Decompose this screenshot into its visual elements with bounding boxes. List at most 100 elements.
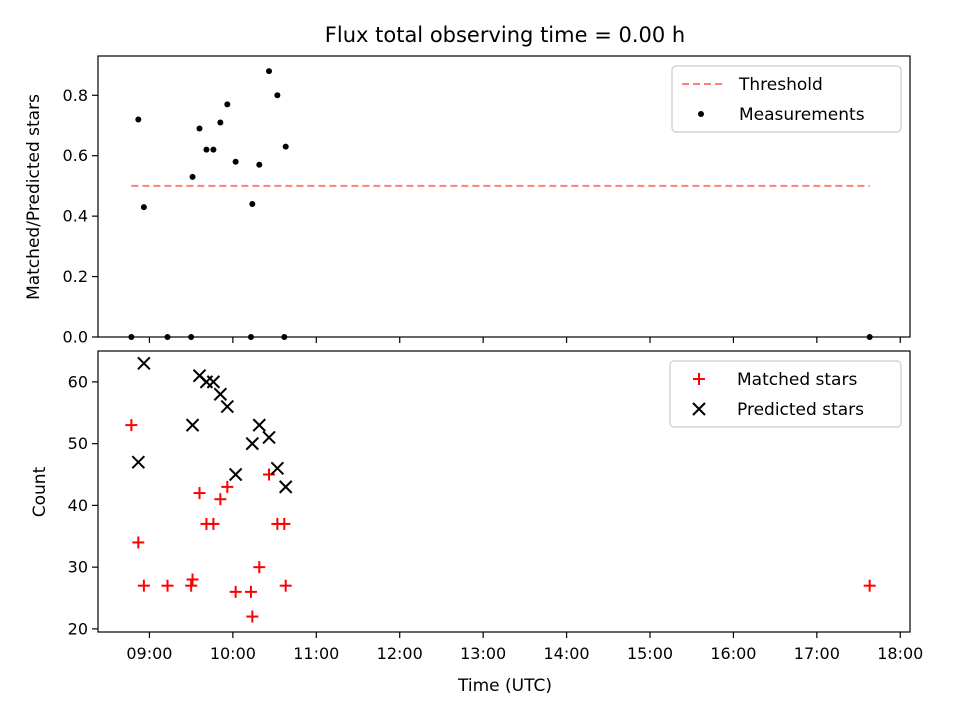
measurements-layer bbox=[128, 68, 873, 340]
top-y-tick-label: 0.0 bbox=[63, 328, 88, 347]
matched-star-point bbox=[132, 536, 145, 549]
measurement-point bbox=[210, 146, 217, 153]
x-axis-label: Time (UTC) bbox=[457, 676, 552, 696]
matched-star-point bbox=[244, 585, 257, 598]
legend-predicted-marker bbox=[692, 402, 706, 416]
measurement-point bbox=[266, 68, 273, 75]
predicted-star-point bbox=[131, 455, 146, 469]
measurement-point bbox=[128, 334, 135, 340]
bottom-y-tick-label: 50 bbox=[68, 434, 88, 453]
legend-measurements-swatch bbox=[698, 111, 704, 117]
predicted-star-point bbox=[245, 436, 260, 451]
x-marker-b bbox=[131, 455, 146, 469]
bottom-legend-box bbox=[669, 360, 902, 428]
chart-title: Flux total observing time = 0.00 h bbox=[325, 23, 685, 47]
legend-predicted-label: Predicted stars bbox=[737, 400, 864, 420]
predicted-star-point bbox=[252, 418, 266, 432]
bottom-x-tick-label: 12:00 bbox=[377, 644, 423, 663]
measurement-point bbox=[256, 161, 263, 168]
matched-star-point bbox=[161, 579, 174, 592]
predicted-star-point bbox=[206, 375, 221, 389]
measurement-point bbox=[188, 334, 195, 340]
bottom-x-tick-label: 17:00 bbox=[794, 644, 840, 663]
matched-star-point bbox=[278, 517, 291, 530]
x-marker-b bbox=[206, 375, 221, 389]
x-marker-b bbox=[213, 387, 228, 401]
top-y-tick-label: 0.6 bbox=[63, 146, 88, 165]
counts-layer bbox=[125, 356, 876, 623]
legend-matched-marker bbox=[693, 373, 705, 385]
matched-star-point bbox=[263, 468, 276, 481]
legend-matched-label: Matched stars bbox=[737, 370, 857, 390]
bottom-plot-frame bbox=[97, 350, 911, 633]
measurement-point bbox=[274, 92, 281, 99]
bottom-legend: Matched stars Predicted stars bbox=[669, 360, 902, 428]
matched-star-point bbox=[253, 561, 266, 574]
x-marker-b bbox=[185, 418, 200, 432]
x-marker-b bbox=[262, 430, 276, 445]
x-marker-b bbox=[137, 356, 151, 371]
predicted-star-point bbox=[213, 387, 228, 401]
matched-star-point bbox=[229, 585, 242, 598]
measurement-point bbox=[196, 125, 203, 132]
bottom-panel: 20 30 40 50 60 09:00 10:00 11:00 12:00 13:00 14:0… bbox=[30, 350, 923, 696]
predicted-star-point bbox=[278, 480, 293, 494]
predicted-star-point bbox=[228, 467, 243, 482]
measurement-point bbox=[866, 334, 873, 340]
bottom-x-tick-label: 14:00 bbox=[544, 644, 590, 663]
measurement-point bbox=[217, 119, 224, 126]
measurement-point bbox=[281, 334, 288, 340]
top-y-tick-label: 0.4 bbox=[63, 207, 88, 226]
bottom-x-tick-label: 16:00 bbox=[710, 644, 756, 663]
x-marker-b bbox=[278, 480, 293, 494]
measurement-point bbox=[135, 116, 142, 123]
top-plot-frame bbox=[97, 55, 911, 338]
measurement-point bbox=[203, 146, 210, 153]
legend-threshold-label: Threshold bbox=[738, 75, 823, 95]
matched-star-point bbox=[246, 610, 259, 623]
x-marker-b bbox=[252, 418, 266, 432]
matched-star-point bbox=[279, 579, 292, 592]
x-marker-b bbox=[228, 467, 243, 482]
legend-matched-swatch bbox=[693, 373, 705, 385]
bottom-x-tick-label: 10:00 bbox=[210, 644, 256, 663]
matched-star-point bbox=[185, 579, 198, 592]
matched-star-point bbox=[214, 493, 227, 506]
predicted-star-point bbox=[220, 399, 235, 414]
measurement-point bbox=[140, 204, 147, 211]
top-y-tick-label: 0.2 bbox=[63, 267, 88, 286]
top-x-ticks bbox=[148, 337, 901, 343]
x-marker-b bbox=[245, 436, 260, 451]
measurement-point bbox=[249, 201, 256, 208]
matched-star-point bbox=[221, 480, 234, 493]
measurement-point bbox=[247, 334, 254, 340]
x-marker-b bbox=[270, 461, 285, 476]
matched-star-point bbox=[207, 517, 220, 530]
top-legend-box bbox=[671, 65, 902, 133]
x-marker-b bbox=[192, 368, 207, 383]
bottom-y-ticks: 20 30 40 50 60 bbox=[68, 372, 98, 638]
bottom-x-tick-label: 09:00 bbox=[126, 644, 172, 663]
matched-star-point bbox=[125, 419, 138, 432]
bottom-x-ticks: 09:00 10:00 11:00 12:00 13:00 14:00 15:00 16:00… bbox=[126, 632, 923, 663]
matched-star-point bbox=[137, 579, 150, 592]
predicted-star-point bbox=[185, 418, 200, 432]
measurement-point bbox=[164, 334, 171, 340]
top-y-ticks: 0.0 0.2 0.4 0.6 0.8 bbox=[63, 86, 98, 347]
bottom-y-tick-label: 60 bbox=[68, 372, 88, 391]
x-marker-b bbox=[692, 402, 706, 416]
measurement-point bbox=[232, 158, 239, 165]
measurement-point bbox=[189, 173, 196, 180]
bottom-x-tick-label: 15:00 bbox=[627, 644, 673, 663]
predicted-star-point bbox=[270, 461, 285, 476]
bottom-x-tick-label: 13:00 bbox=[460, 644, 506, 663]
bottom-y-tick-label: 40 bbox=[68, 496, 88, 515]
bottom-x-tick-label: 11:00 bbox=[293, 644, 339, 663]
bottom-y-tick-label: 30 bbox=[68, 558, 88, 577]
measurement-point bbox=[282, 143, 289, 150]
top-panel: 0.00.20.40.60.8 Matched/Predicted stars … bbox=[24, 55, 911, 347]
matched-star-point bbox=[193, 487, 206, 500]
x-marker-b bbox=[220, 399, 235, 414]
